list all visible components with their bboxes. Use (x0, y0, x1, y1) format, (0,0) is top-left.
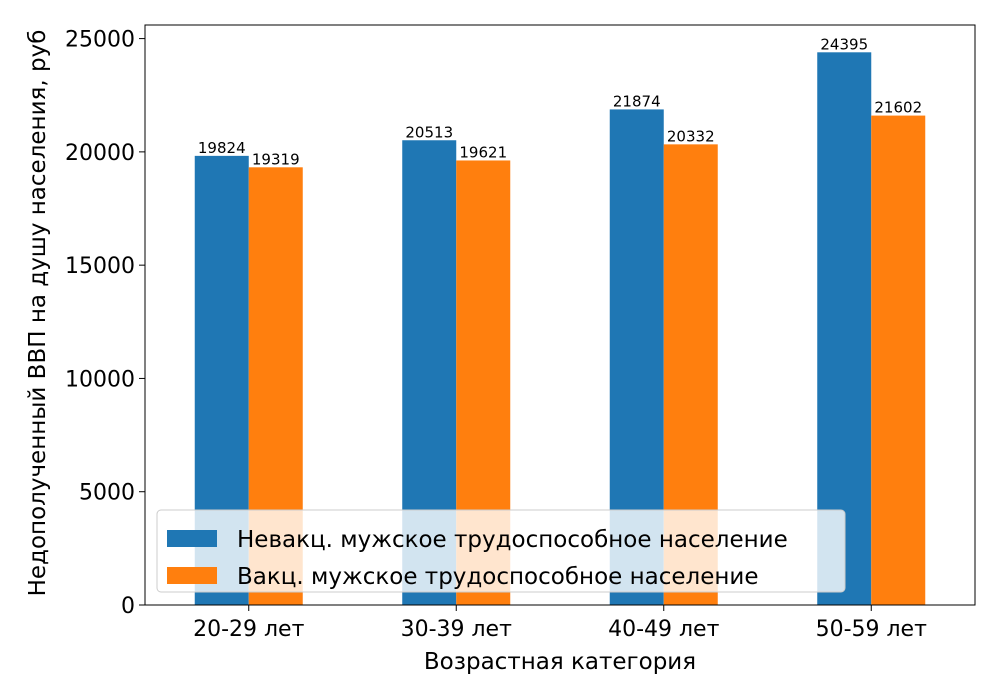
legend-swatch-unvaccinated (167, 530, 217, 547)
bar-value-label: 19319 (252, 150, 300, 168)
bar-value-label: 19824 (198, 139, 246, 157)
bar-value-label: 21874 (613, 92, 661, 110)
x-axis-label: Возрастная категория (424, 649, 696, 675)
bar-value-label: 21602 (874, 99, 922, 117)
plot-frame (144, 24, 976, 606)
bar-value-label: 20332 (667, 127, 715, 145)
x-tick-label: 50-59 лет (816, 617, 928, 642)
legend-label-unvaccinated: Невакц. мужское трудоспособное население (237, 527, 788, 553)
bar-value-label: 19621 (459, 143, 507, 161)
y-tick-label: 25000 (65, 28, 135, 53)
y-tick-label: 10000 (65, 367, 135, 392)
legend: Невакц. мужское трудоспособное население… (156, 509, 846, 593)
x-tick-label: 20-29 лет (193, 617, 305, 642)
bar-vaccinated-50-59-лет (871, 115, 926, 606)
y-tick-label: 0 (121, 594, 135, 619)
y-axis: 0 5000 10000 15000 20000 25000 (65, 28, 145, 619)
y-tick-label: 15000 (65, 254, 135, 279)
bar-value-label: 20513 (405, 123, 453, 141)
legend-box (156, 509, 846, 593)
y-tick-label: 20000 (65, 141, 135, 166)
bar-labels-layer: 19824 19319 20513 19621 21874 20332 24395 21602 (198, 35, 922, 168)
legend-swatch-vaccinated (167, 567, 217, 584)
y-tick-label: 5000 (79, 481, 135, 506)
y-axis-label: Недополученный ВВП на душу населения, ру… (25, 30, 51, 597)
legend-label-vaccinated: Вакц. мужское трудоспособное население (237, 564, 759, 590)
x-tick-label: 30-39 лет (401, 617, 513, 642)
x-axis: 20-29 лет 30-39 лет 40-49 лет 50-59 лет (193, 605, 927, 642)
x-tick-label: 40-49 лет (608, 617, 720, 642)
bar-value-label: 24395 (820, 35, 868, 53)
